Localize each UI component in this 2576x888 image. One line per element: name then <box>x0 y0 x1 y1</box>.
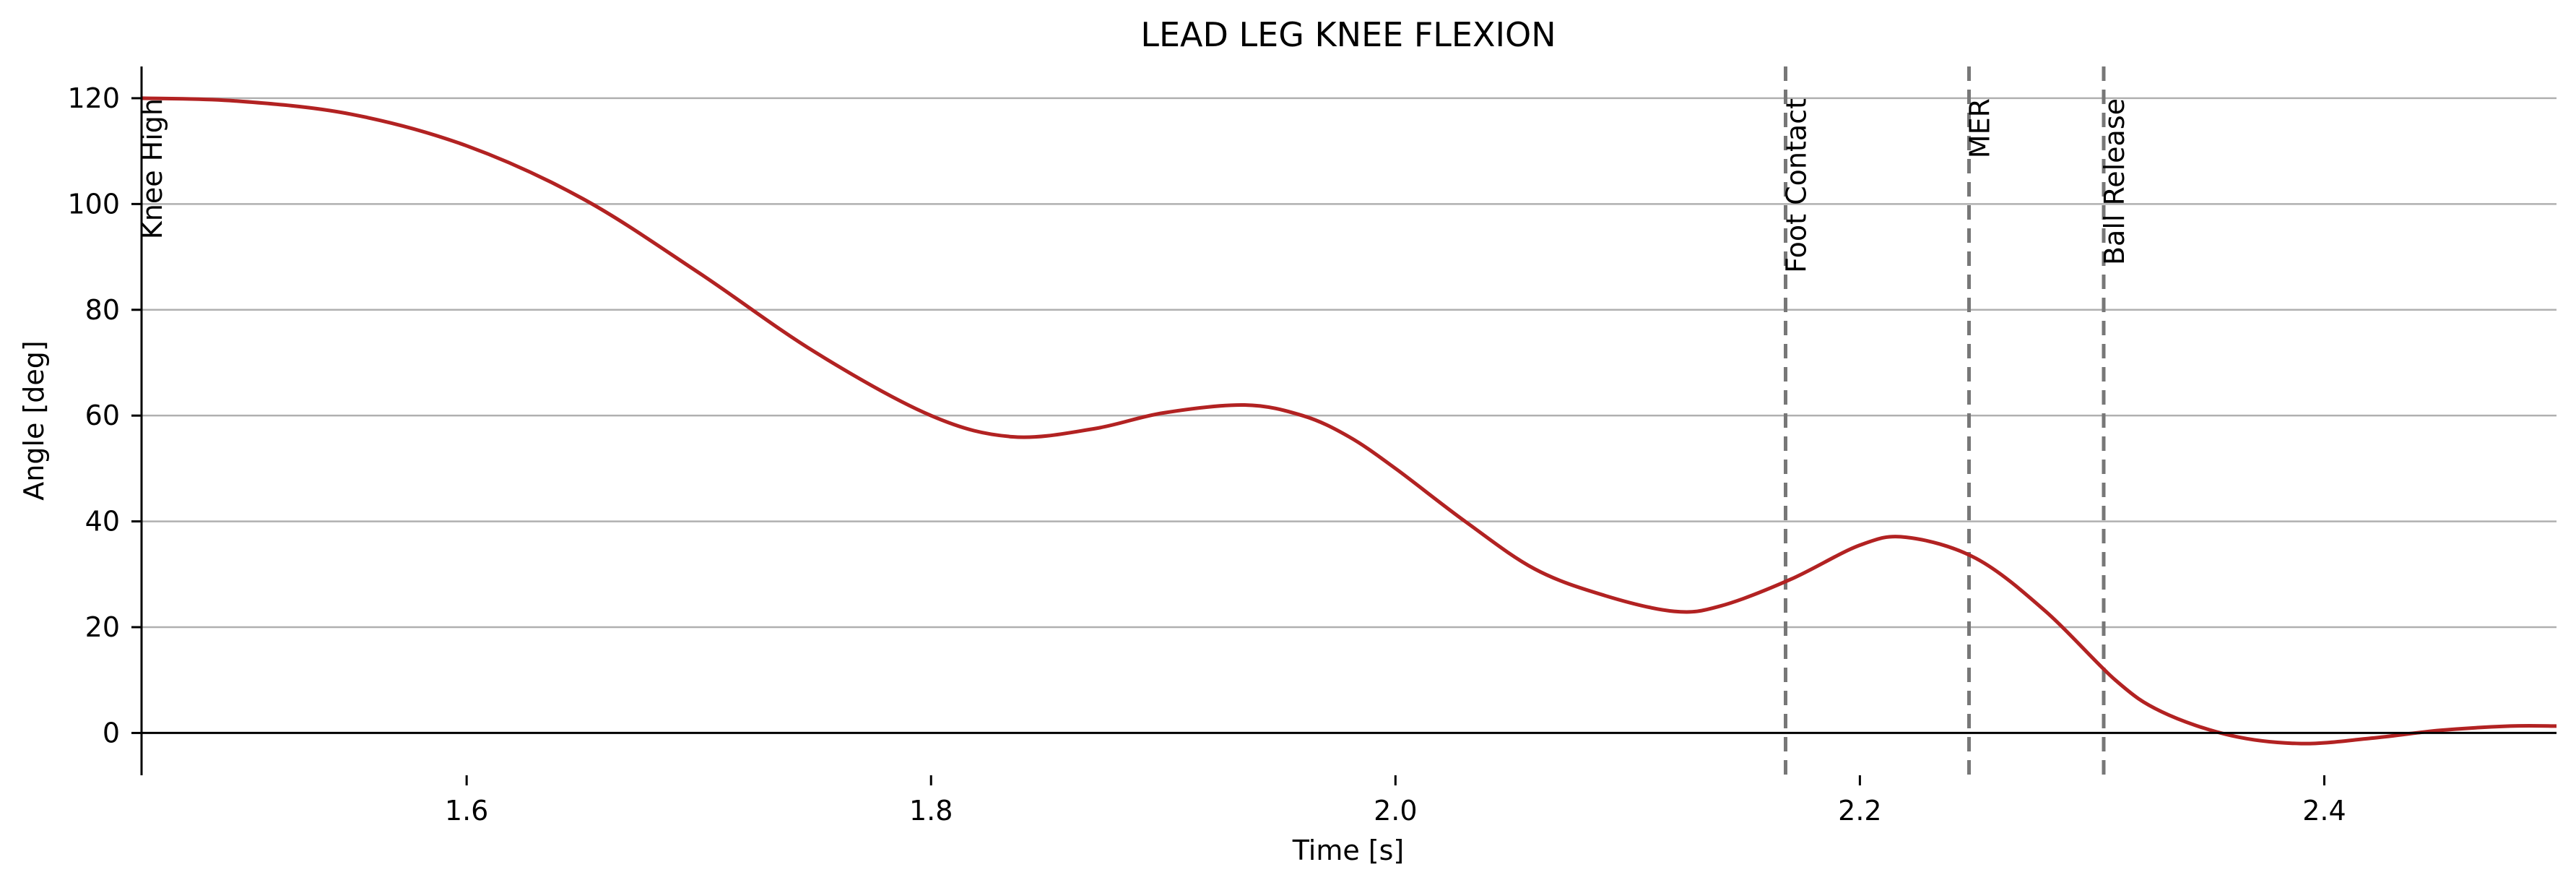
x-tick-label: 1.8 <box>909 795 953 827</box>
x-tick-label: 2.0 <box>1374 795 1417 827</box>
series-layer <box>141 96 2557 746</box>
axes-layer <box>131 66 2557 785</box>
y-axis-label: Angle [deg] <box>18 340 50 501</box>
y-tick-label: 0 <box>103 717 120 749</box>
event-label: MER <box>1964 98 1996 158</box>
knee-flexion-series-line <box>141 96 2557 746</box>
x-tick-label: 2.2 <box>1838 795 1881 827</box>
y-tick-label: 120 <box>67 82 120 114</box>
event-label: Ball Release <box>2099 98 2130 265</box>
x-tick-label: 2.4 <box>2302 795 2346 827</box>
x-axis-label: Time [s] <box>1292 835 1405 866</box>
event-markers: Knee High Foot Contact MER Ball Release <box>136 66 2130 775</box>
y-tick-label: 100 <box>67 188 120 220</box>
y-tick-label: 40 <box>85 506 120 538</box>
event-label: Foot Contact <box>1780 98 1812 273</box>
tick-labels: 0 20 40 60 80 100 120 1.6 1.8 2.0 2.2 2.4 <box>67 82 2346 827</box>
y-tick-label: 80 <box>85 294 120 326</box>
y-tick-label: 60 <box>85 400 120 431</box>
chart-title: LEAD LEG KNEE FLEXION <box>1140 15 1556 54</box>
y-tick-label: 20 <box>85 611 120 643</box>
x-tick-label: 1.6 <box>445 795 488 827</box>
grid-layer <box>142 97 2557 629</box>
